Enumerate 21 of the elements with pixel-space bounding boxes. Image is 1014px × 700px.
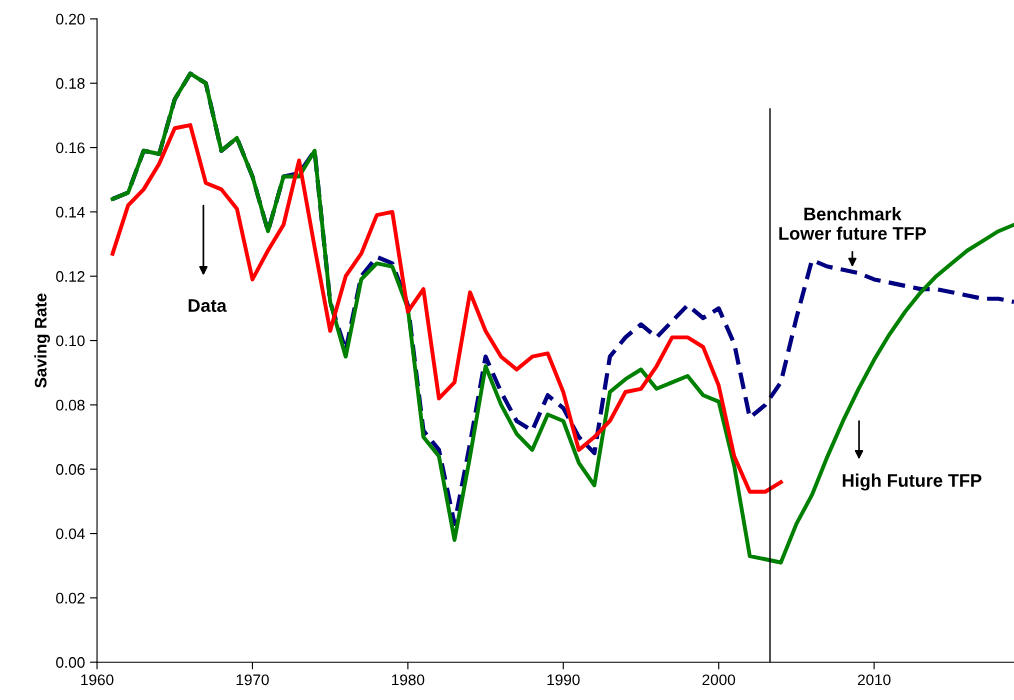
y-tick-label: 0.02	[56, 592, 85, 604]
y-tick-label: 0.10	[56, 335, 85, 347]
annotation: Benchmark Lower future TFP	[779, 207, 926, 240]
y-tick-label: 0.16	[56, 142, 85, 154]
y-tick-label: 0.06	[56, 464, 85, 475]
y-tick-label: 0.14	[56, 206, 85, 218]
y-tick-label: 0.12	[56, 271, 85, 282]
y-tick-label: 0.04	[56, 528, 85, 540]
x-tick-label: 1970	[236, 674, 269, 686]
y-axis-title: Saving Rate	[34, 293, 50, 388]
x-tick-label: 1980	[392, 674, 425, 686]
x-tick-label: 2010	[857, 674, 891, 686]
annotation: Data	[188, 299, 227, 312]
y-tick-label: 0.08	[56, 399, 85, 411]
y-tick-label: 0.18	[56, 78, 85, 89]
x-tick-label: 1960	[81, 674, 114, 686]
annotation: High Future TFP	[842, 473, 982, 491]
x-tick-label: 2000	[702, 674, 736, 686]
y-tick-label: 0.20	[56, 13, 85, 25]
x-tick-label: 1990	[547, 674, 580, 686]
y-tick-label: 0.00	[56, 657, 85, 668]
